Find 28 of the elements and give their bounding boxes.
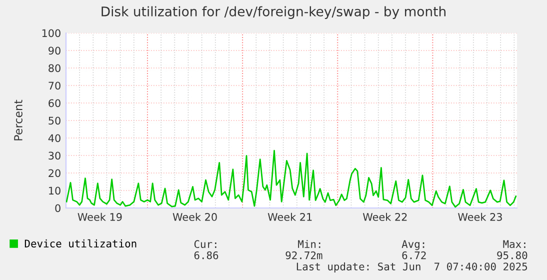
y-tick-label: 70 (48, 82, 60, 90)
x-tick-label: Week 22 (362, 212, 407, 221)
text: 95.80 (497, 251, 528, 260)
legend-label: Device utilization (24, 239, 136, 248)
text: Avg: (402, 240, 424, 250)
text: Cur: (194, 240, 216, 248)
y-tick-label: 10 (49, 186, 60, 195)
y-tick-label: 30 (48, 152, 60, 160)
text: Max: (503, 240, 526, 248)
x-tick-label: Week 21 (268, 212, 312, 221)
text: Last update: Sat Jun 7 07:40:00 2025 (296, 262, 528, 272)
y-tick-label: 60 (48, 99, 60, 108)
text: Min: (298, 240, 320, 248)
y-axis-title: Percent (14, 100, 22, 140)
y-tick-label: 40 (48, 134, 60, 142)
text: 92.72m (286, 251, 322, 260)
y-tick-label: 0 (55, 204, 60, 212)
x-tick-label: Week 20 (172, 212, 217, 221)
text: 6.72 (402, 251, 426, 260)
y-tick-label: 80 (48, 64, 60, 72)
text: 6.86 (194, 251, 218, 260)
chart-title: Disk utilization for /dev/foreign-key/swap - by month (102, 6, 446, 19)
y-tick-label: 100 (42, 29, 60, 38)
x-tick-label: Week 19 (78, 212, 122, 221)
x-tick-label: Week 23 (458, 212, 502, 221)
y-tick-label: 90 (48, 46, 60, 55)
y-tick-label: 20 (48, 169, 60, 178)
y-tick-label: 50 (48, 116, 60, 125)
